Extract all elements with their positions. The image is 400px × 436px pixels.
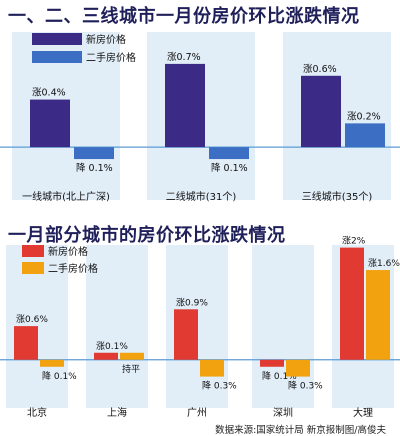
chart2-bar-resale xyxy=(40,359,64,367)
chart2-category-panel xyxy=(252,245,314,408)
chart2-bar-resale xyxy=(200,359,224,377)
chart2-data-label: 涨0.1% xyxy=(96,341,128,352)
chart2-bar-new xyxy=(94,352,118,360)
chart2-data-label: 涨0.6% xyxy=(16,314,48,325)
chart1-bar-new xyxy=(301,75,341,148)
chart2-category-label: 上海 xyxy=(107,406,127,419)
chart2-data-label: 涨2% xyxy=(342,236,366,247)
chart1-bar-resale xyxy=(345,123,385,148)
chart2-data-label: 持平 xyxy=(122,363,140,375)
chart1-legend-swatch xyxy=(32,33,82,45)
chart1-bar-new xyxy=(165,63,205,148)
chart2-bar-resale xyxy=(120,352,144,360)
chart1-category-label: 一线城市(北上广深) xyxy=(22,190,110,203)
chart2-bar-new xyxy=(14,326,38,360)
chart2-bar-new xyxy=(260,359,284,367)
chart1-legend-swatch xyxy=(32,51,82,63)
chart1-data-label: 涨0.6% xyxy=(303,64,337,75)
source-note: 数据来源:国家统计局 新京报制图/高俊夫 xyxy=(215,425,386,436)
chart1-plot: 一线城市(北上广深) 二线城市(31个) 三线城市(35个) 涨0.4% 涨0.7% 涨0… xyxy=(0,32,400,203)
chart2-category-panel xyxy=(86,245,148,408)
chart2-category-label: 广州 xyxy=(187,407,207,419)
chart2-data-label: 降 0.3% xyxy=(288,380,323,392)
chart2-category-label: 大理 xyxy=(353,406,373,419)
chart2-bar-resale xyxy=(366,270,390,360)
chart2-category-label: 北京 xyxy=(27,406,47,419)
chart1-data-label: 涨0.4% xyxy=(32,88,66,99)
chart2-data-label: 涨0.9% xyxy=(176,297,208,308)
chart2-bar-resale xyxy=(286,359,310,377)
chart1-legend-label: 二手房价格 xyxy=(86,51,136,64)
chart2-data-label: 降 0.1% xyxy=(42,370,77,382)
chart2-legend-label: 新房价格 xyxy=(48,245,88,258)
chart2-legend-swatch xyxy=(22,262,44,274)
chart2-bar-new xyxy=(174,309,198,360)
chart1-legend-label: 新房价格 xyxy=(86,33,126,46)
chart2-bar-new xyxy=(340,247,364,360)
chart1-category-label: 二线城市(31个) xyxy=(166,190,237,203)
chart1-data-label: 涨0.7% xyxy=(167,52,201,63)
chart1-bar-resale xyxy=(74,147,114,160)
chart1-data-label: 降 0.1% xyxy=(211,162,248,174)
chart2-data-label: 降 0.3% xyxy=(202,380,237,392)
chart1-data-label: 涨0.2% xyxy=(347,111,381,122)
chart2-category-label: 深圳 xyxy=(273,407,293,419)
chart2-legend-swatch xyxy=(22,245,44,257)
chart1-bar-new xyxy=(30,99,70,148)
chart1-title: 一、二、三线城市一月份房价环比涨跌情况 xyxy=(8,6,360,27)
chart2-legend-label: 二手房价格 xyxy=(48,262,98,275)
chart1-bar-resale xyxy=(209,147,249,160)
chart1-data-label: 降 0.1% xyxy=(76,162,113,174)
chart1-category-label: 三线城市(35个) xyxy=(302,190,373,203)
chart2-title: 一月部分城市的房价环比涨跌情况 xyxy=(8,225,286,246)
chart2-data-label: 涨1.6% xyxy=(368,258,400,269)
